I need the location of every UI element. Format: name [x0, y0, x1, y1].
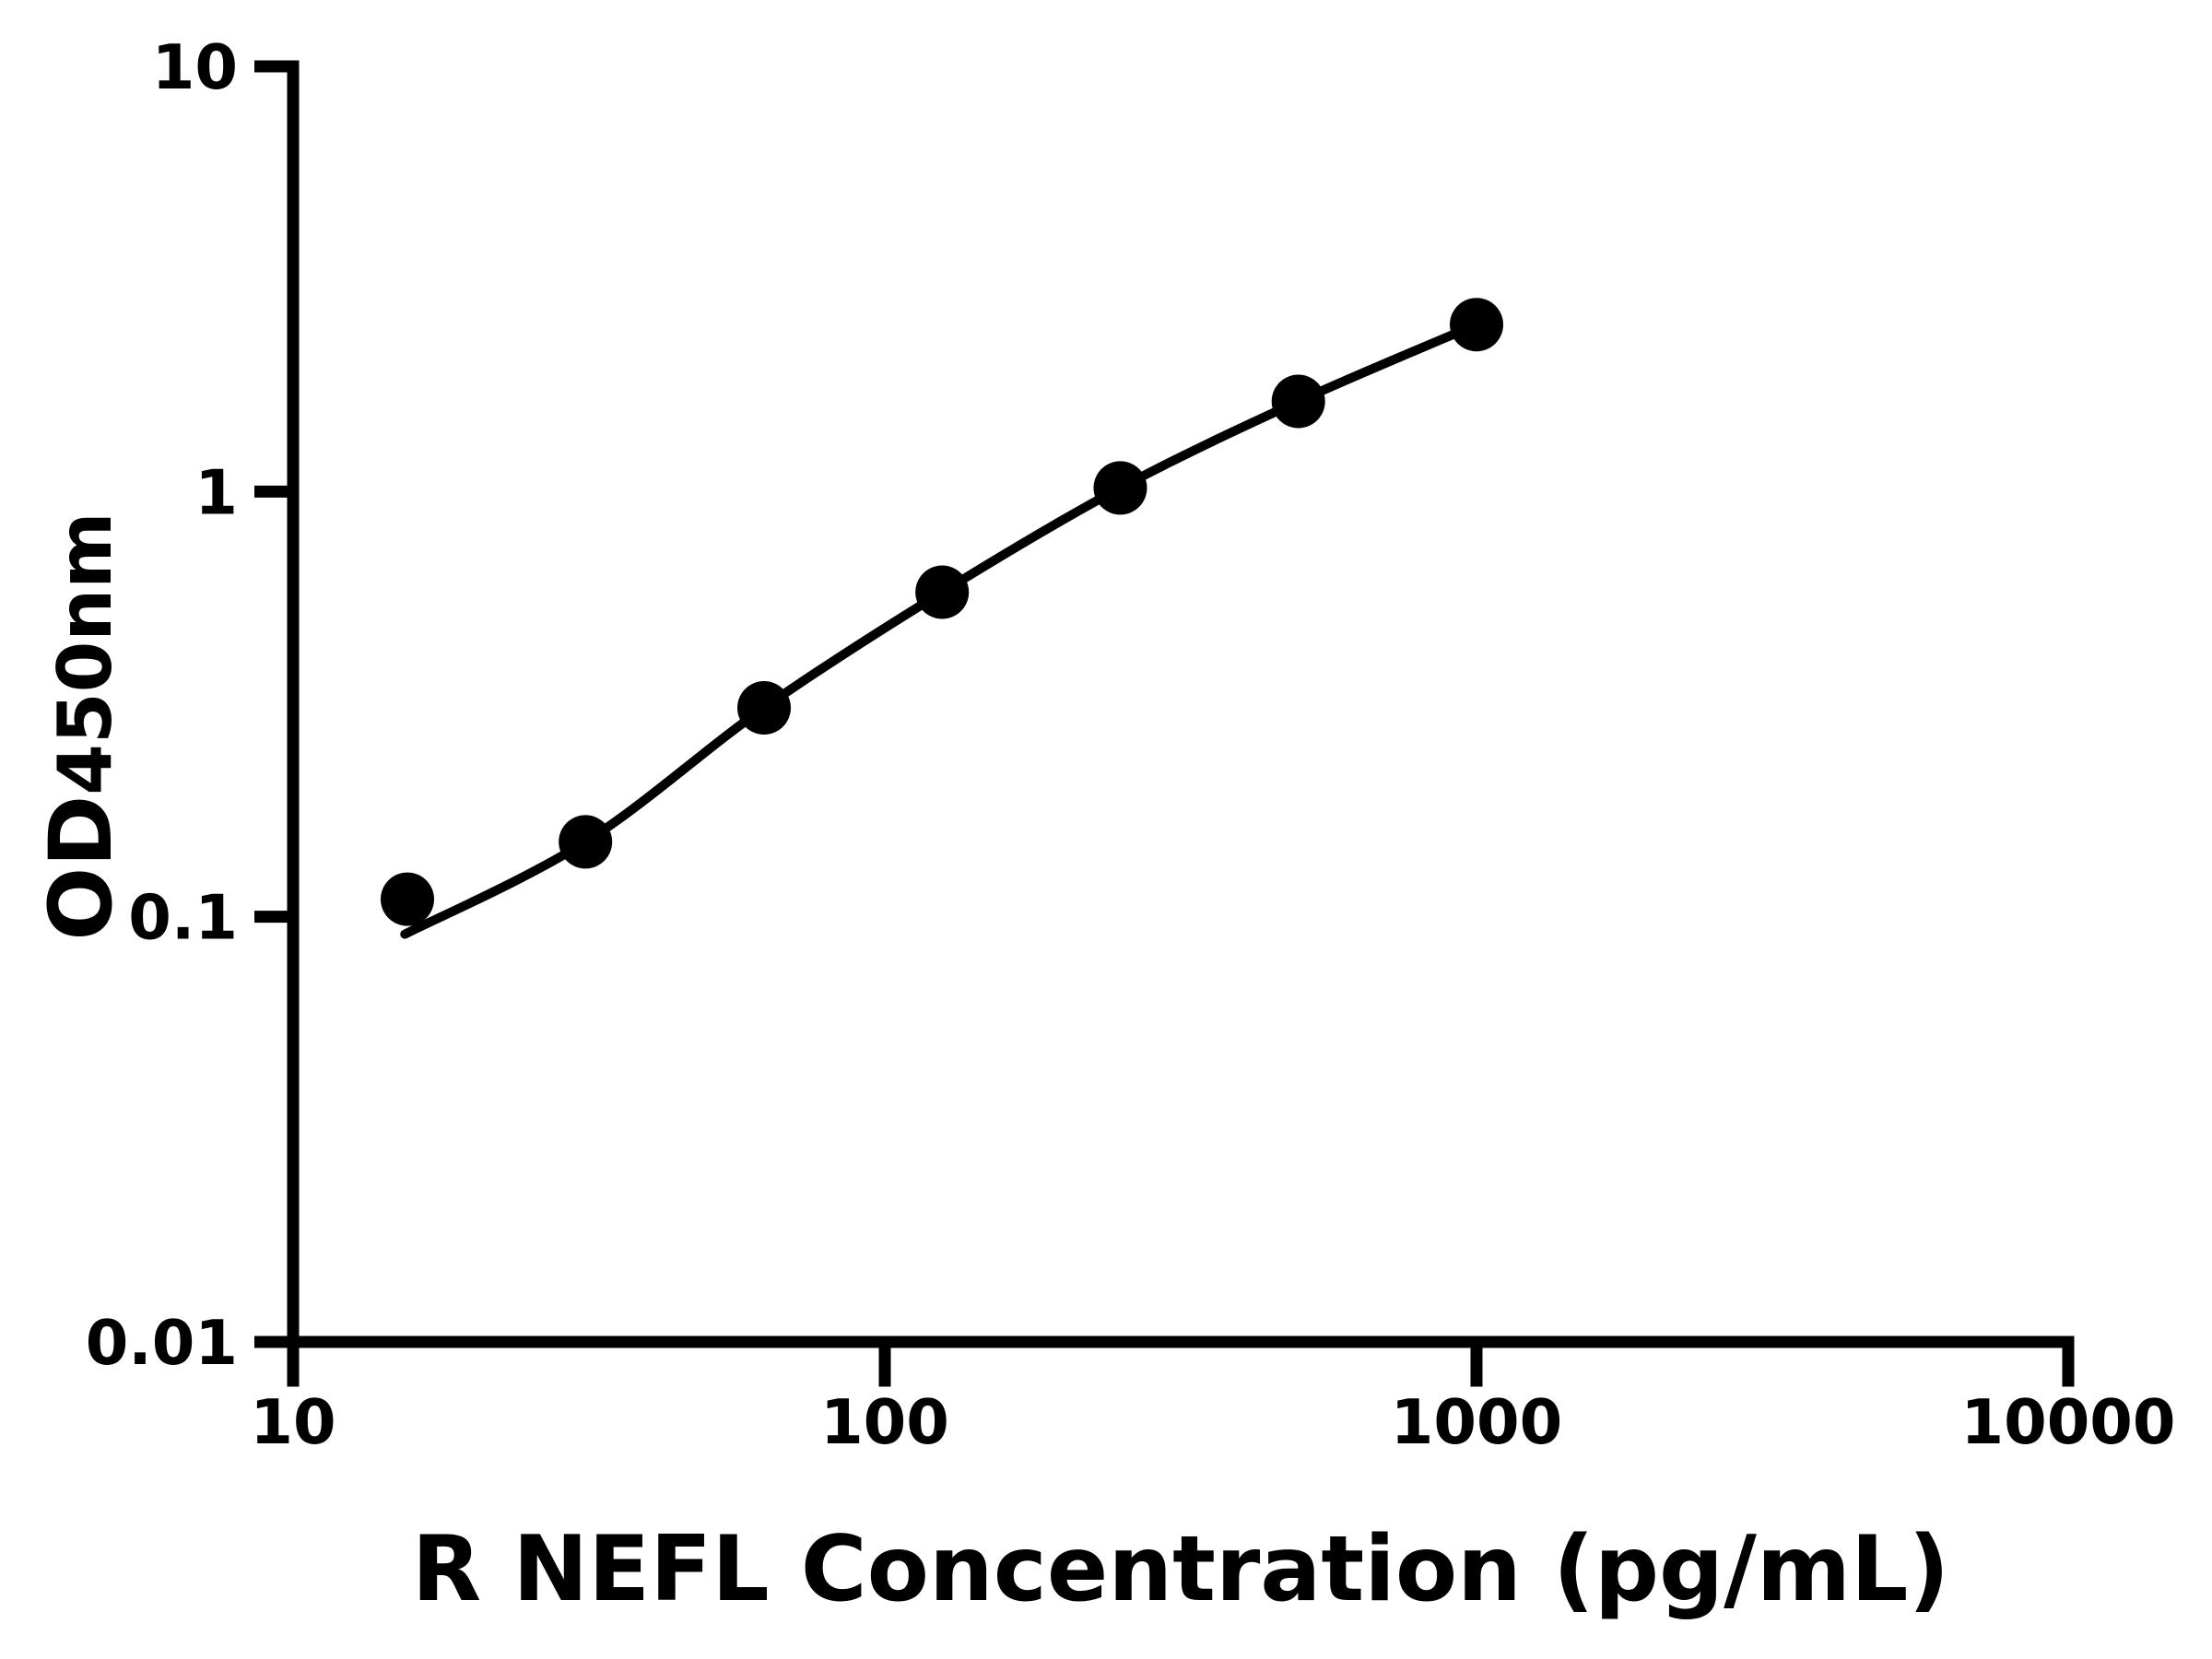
y-tick-label: 0.01: [86, 1307, 238, 1379]
data-point: [915, 565, 970, 619]
y-axis-title-main: OD: [31, 795, 132, 941]
y-tick-label: 10: [152, 31, 238, 103]
y-tick-label: 0.1: [128, 882, 238, 954]
x-axis-title: R NEFL Concentration (pg/mL): [412, 1517, 1950, 1622]
data-point: [1093, 461, 1147, 515]
data-point: [1450, 298, 1503, 352]
y-tick-label: 1: [194, 456, 238, 528]
x-tick-label: 10: [250, 1386, 335, 1458]
data-point: [559, 815, 613, 869]
x-tick-label: 100: [820, 1386, 949, 1458]
data-point: [381, 872, 434, 926]
x-tick-label: 10000: [1960, 1386, 2175, 1458]
y-axis-title: OD450nm: [31, 512, 132, 940]
data-point: [737, 681, 791, 735]
x-tick-label: 1000: [1391, 1386, 1562, 1458]
y-axis-title-sub: 450nm: [42, 512, 128, 794]
data-point: [1271, 374, 1325, 429]
